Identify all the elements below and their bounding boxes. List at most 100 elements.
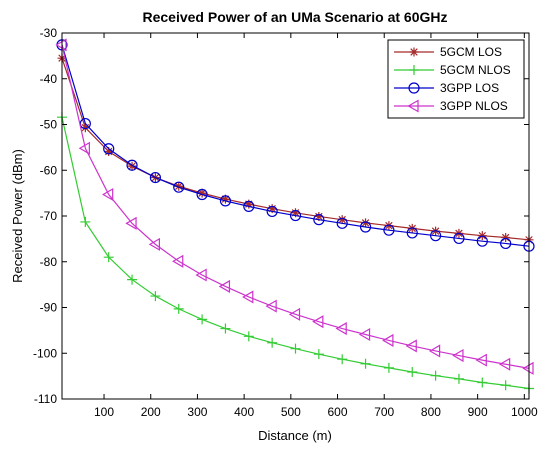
data-point	[407, 367, 418, 378]
data-point	[359, 221, 372, 233]
data-point	[314, 211, 324, 221]
legend: 5GCM LOS 5GCM NLOS 3GPP LOS 3GPP NLOS	[387, 39, 525, 119]
y-tick-label: -90	[40, 301, 58, 315]
data-point	[453, 373, 464, 384]
data-point	[453, 232, 465, 245]
data-point	[291, 208, 300, 218]
data-point	[173, 303, 184, 314]
legend-marker	[409, 65, 419, 75]
data-point	[218, 279, 231, 293]
data-point	[313, 349, 324, 360]
data-point	[103, 252, 114, 263]
y-tick-label: -50	[40, 118, 58, 132]
legend-label: 5GCM LOS	[440, 45, 502, 59]
x-tick-label: 400	[234, 405, 254, 419]
legend-marker	[409, 47, 419, 57]
data-point	[219, 195, 232, 207]
y-tick-label: -30	[40, 26, 58, 40]
series-layer	[55, 38, 535, 394]
x-tick-label: 800	[421, 405, 441, 419]
data-point	[383, 224, 395, 236]
data-point	[312, 315, 324, 329]
data-point	[428, 344, 441, 358]
data-point	[475, 353, 487, 367]
data-point	[195, 268, 207, 282]
data-point	[313, 214, 325, 226]
data-point	[126, 159, 138, 171]
data-point	[266, 205, 278, 218]
series-line	[61, 44, 530, 247]
data-point	[267, 337, 278, 348]
legend-item: 3GPP LOS	[394, 81, 499, 95]
series-3gpp-nlos	[55, 38, 534, 375]
data-point	[243, 200, 255, 212]
data-point	[196, 188, 208, 201]
data-point	[102, 187, 114, 202]
data-point	[150, 291, 161, 302]
data-point	[127, 274, 138, 285]
data-point	[197, 314, 208, 325]
data-point	[430, 370, 441, 381]
data-point	[522, 361, 534, 375]
data-point	[174, 181, 184, 191]
series-line	[61, 44, 530, 369]
legend-item: 3GPP NLOS	[394, 99, 508, 113]
data-point	[149, 171, 161, 184]
data-point	[290, 343, 301, 354]
data-point	[265, 299, 277, 313]
chart-title: Received Power of an UMa Scenario at 60G…	[143, 9, 448, 25]
data-point	[430, 230, 442, 242]
legend-marker	[408, 82, 420, 94]
legend-item: 5GCM LOS	[394, 45, 502, 59]
legend-marker	[407, 99, 419, 113]
data-point	[197, 188, 207, 198]
data-point	[452, 348, 464, 363]
data-point	[500, 237, 512, 250]
legend-item: 5GCM NLOS	[394, 63, 511, 77]
data-point	[501, 233, 511, 243]
y-tick-label: -110	[34, 392, 57, 406]
data-point	[242, 290, 254, 304]
legend-label: 5GCM NLOS	[440, 63, 511, 77]
data-point	[127, 161, 137, 171]
data-point	[337, 354, 348, 365]
data-point	[267, 204, 277, 214]
x-tick-label: 200	[141, 405, 161, 419]
y-tick-label: -100	[33, 346, 57, 360]
data-point	[382, 333, 394, 347]
data-point	[406, 227, 418, 239]
y-tick-label: -70	[40, 209, 58, 223]
y-tick-label: -80	[40, 255, 58, 269]
data-point	[220, 323, 231, 334]
data-point	[500, 380, 511, 391]
data-point	[148, 237, 160, 251]
data-point	[172, 254, 184, 268]
data-point	[104, 146, 114, 156]
data-point	[358, 327, 371, 342]
legend-label: 3GPP NLOS	[440, 99, 508, 113]
x-tick-label: 1000	[511, 405, 538, 419]
x-tick-label: 100	[94, 405, 114, 419]
data-point	[289, 209, 302, 222]
data-point	[336, 217, 348, 229]
data-point	[405, 339, 417, 353]
y-axis-label: Received Power (dBm)	[10, 149, 25, 283]
data-point	[288, 307, 301, 321]
x-axis-label: Distance (m)	[258, 428, 332, 443]
y-tick-label: -40	[40, 72, 58, 86]
data-point	[383, 362, 394, 373]
x-tick-label: 900	[468, 405, 488, 419]
data-point	[244, 199, 254, 209]
x-tick-label: 700	[374, 405, 394, 419]
data-point	[103, 143, 115, 155]
data-point	[243, 331, 254, 342]
data-point	[80, 123, 90, 133]
data-point	[477, 377, 488, 388]
x-tick-label: 500	[281, 405, 301, 419]
data-point	[220, 194, 230, 204]
data-point	[173, 181, 185, 193]
legend-label: 3GPP LOS	[440, 81, 499, 95]
data-point	[360, 358, 371, 369]
x-tick-label: 300	[187, 405, 207, 419]
